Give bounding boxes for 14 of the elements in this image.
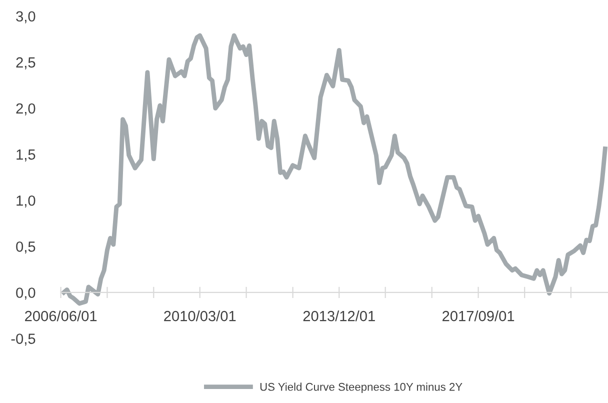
x-tick-label: 2013/12/01 <box>303 310 375 322</box>
x-tick-label: 2010/03/01 <box>164 310 236 322</box>
y-tick-label: 3,0 <box>16 11 36 24</box>
y-tick-label: -0,5 <box>11 334 36 346</box>
y-tick-label: 2,0 <box>16 103 36 116</box>
x-tick-label: 2006/06/01 <box>25 310 97 322</box>
y-tick-label: 1,5 <box>16 150 36 162</box>
line-series <box>62 33 608 306</box>
y-tick-label: 0,5 <box>16 242 36 254</box>
x-tick-label: 2017/09/01 <box>442 310 514 322</box>
y-tick-label: 1,0 <box>16 195 36 208</box>
y-tick-label: 0,0 <box>16 288 36 300</box>
y-tick-label: 2,5 <box>16 57 36 70</box>
legend-label: US Yield Curve Steepness 10Y minus 2Y <box>260 382 462 393</box>
